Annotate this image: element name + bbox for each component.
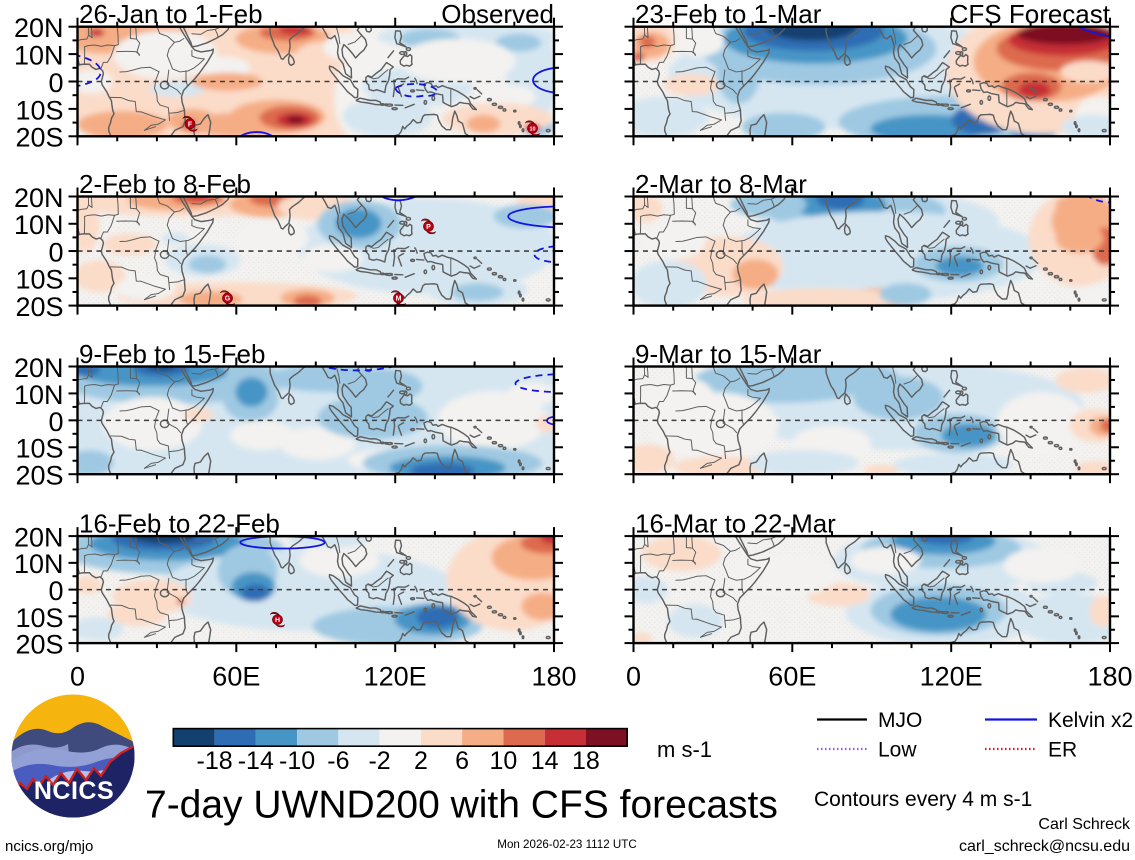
svg-text:20N: 20N (14, 13, 64, 43)
svg-text:H: H (275, 617, 280, 624)
svg-text:16-Mar to 22-Mar: 16-Mar to 22-Mar (635, 509, 836, 539)
svg-text:Carl Schreck: Carl Schreck (1038, 816, 1131, 833)
svg-text:-10: -10 (279, 747, 315, 775)
svg-text:Mon 2026-02-23 1112 UTC: Mon 2026-02-23 1112 UTC (497, 838, 636, 851)
svg-text:-14: -14 (238, 747, 274, 775)
svg-text:0: 0 (48, 576, 63, 606)
svg-text:NCICS: NCICS (34, 777, 114, 805)
svg-text:10S: 10S (15, 603, 63, 633)
svg-text:23-Feb to 1-Mar: 23-Feb to 1-Mar (635, 0, 822, 29)
svg-text:0: 0 (48, 68, 63, 98)
svg-text:20S: 20S (15, 630, 63, 660)
svg-text:120E: 120E (920, 662, 983, 692)
svg-text:180: 180 (531, 662, 576, 692)
svg-text:-6: -6 (327, 747, 349, 775)
svg-text:180: 180 (1087, 662, 1132, 692)
svg-text:ER: ER (1048, 739, 1077, 762)
svg-text:10S: 10S (15, 434, 63, 464)
svg-text:10S: 10S (15, 95, 63, 125)
svg-text:0: 0 (626, 662, 641, 692)
svg-text:9-Mar to 15-Mar: 9-Mar to 15-Mar (635, 339, 822, 369)
svg-text:14: 14 (531, 747, 559, 775)
svg-text:10N: 10N (14, 41, 64, 71)
svg-text:20S: 20S (15, 292, 63, 322)
svg-text:2-Mar to 8-Mar: 2-Mar to 8-Mar (635, 169, 807, 199)
svg-text:carl_schreck@ncsu.edu: carl_schreck@ncsu.edu (959, 838, 1130, 855)
svg-text:Kelvin x2: Kelvin x2 (1048, 709, 1133, 732)
svg-text:F: F (188, 121, 193, 128)
svg-text:6: 6 (455, 747, 469, 775)
svg-text:10: 10 (529, 126, 535, 132)
svg-text:20N: 20N (14, 523, 64, 553)
svg-text:18: 18 (572, 747, 600, 775)
svg-text:20S: 20S (15, 123, 63, 153)
svg-text:7-day UWND200 with CFS forecas: 7-day UWND200 with CFS forecasts (145, 784, 778, 827)
svg-text:10N: 10N (14, 210, 64, 240)
svg-text:CFS Forecast: CFS Forecast (950, 0, 1111, 29)
svg-text:16-Feb to 22-Feb: 16-Feb to 22-Feb (79, 509, 280, 539)
svg-text:20N: 20N (14, 183, 64, 213)
svg-text:ncics.org/mjo: ncics.org/mjo (5, 838, 93, 855)
svg-text:P: P (426, 224, 431, 231)
svg-text:0: 0 (48, 237, 63, 267)
svg-text:120E: 120E (364, 662, 427, 692)
svg-text:10S: 10S (15, 265, 63, 295)
svg-text:0: 0 (48, 407, 63, 437)
svg-text:20N: 20N (14, 353, 64, 383)
svg-text:Low: Low (878, 739, 917, 762)
svg-text:2-Feb to 8-Feb: 2-Feb to 8-Feb (79, 169, 251, 199)
svg-text:60E: 60E (768, 662, 816, 692)
svg-text:Contours every 4 m s-1: Contours every 4 m s-1 (814, 788, 1032, 811)
svg-text:26-Jan to 1-Feb: 26-Jan to 1-Feb (79, 0, 263, 29)
svg-text:10N: 10N (14, 549, 64, 579)
svg-text:M: M (396, 296, 402, 303)
svg-text:0: 0 (70, 662, 85, 692)
svg-text:9-Feb to 15-Feb: 9-Feb to 15-Feb (79, 339, 265, 369)
svg-text:10: 10 (489, 747, 517, 775)
svg-text:10N: 10N (14, 380, 64, 410)
svg-text:20S: 20S (15, 461, 63, 491)
svg-text:2: 2 (414, 747, 428, 775)
svg-text:-2: -2 (368, 747, 390, 775)
svg-text:-18: -18 (197, 747, 233, 775)
svg-text:G: G (225, 296, 230, 303)
svg-text:Observed: Observed (441, 0, 554, 29)
svg-text:MJO: MJO (878, 709, 922, 732)
svg-text:m s-1: m s-1 (657, 737, 712, 762)
svg-text:60E: 60E (212, 662, 260, 692)
